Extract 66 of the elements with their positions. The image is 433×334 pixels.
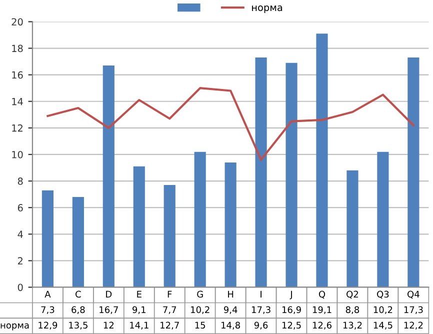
data-label: 13,2: [343, 322, 362, 330]
x-tick-label: A: [44, 290, 51, 298]
bar: [72, 196, 84, 288]
data-label: 8,8: [346, 306, 360, 314]
legend-label: норма: [252, 5, 282, 13]
x-tick-label: F: [168, 290, 172, 298]
data-label: 7,3: [41, 306, 54, 314]
y-tick-label: 2: [18, 257, 22, 264]
x-tick-label: H: [228, 290, 234, 298]
x-tick-label: E: [137, 290, 142, 298]
y-tick-label: 8: [18, 178, 23, 185]
y-tick-label: 0: [18, 284, 23, 292]
line-series: [46, 87, 414, 161]
data-label: 14,8: [222, 322, 240, 330]
x-tick-label: G: [197, 290, 203, 298]
data-label: 7,7: [163, 306, 176, 314]
x-tick-label: Q: [318, 290, 326, 299]
data-label: 17,3: [252, 306, 270, 314]
data-label: 17,3: [404, 306, 423, 314]
data-label: 9,4: [224, 306, 238, 314]
x-tick-label: Q2: [346, 290, 358, 299]
x-tick-label: J: [290, 290, 292, 300]
bar: [316, 34, 328, 288]
data-label: 9,1: [132, 306, 146, 314]
data-label: 16,7: [100, 306, 118, 314]
x-tick-label: Q3: [377, 290, 389, 299]
data-label: 15: [195, 322, 206, 329]
data-label: 6,8: [72, 306, 85, 314]
data-label: 14,1: [130, 322, 148, 330]
y-tick-label: 18: [12, 44, 23, 52]
y-tick-label: 12: [12, 124, 22, 132]
data-label: 12,7: [160, 322, 179, 330]
x-tick-label: I: [260, 290, 262, 298]
data-label: 19,1: [312, 306, 332, 314]
y-tick-label: 14: [12, 98, 23, 106]
bar: [164, 185, 176, 288]
data-label: 10,2: [374, 306, 392, 314]
bar: [346, 170, 358, 288]
x-tick-label: C: [76, 290, 81, 298]
y-tick-label: 16: [12, 71, 23, 79]
data-label: 12,2: [404, 322, 423, 330]
data-label: 13,5: [69, 322, 88, 330]
x-tick-label: Q4: [408, 290, 420, 299]
y-tick-label: 10: [12, 150, 23, 158]
x-tick-label: D: [106, 290, 112, 298]
data-label: 14,5: [374, 322, 392, 330]
bar: [377, 152, 389, 288]
text: норма: [0, 323, 29, 330]
bar: [255, 58, 267, 288]
y-tick-label: 6: [18, 204, 23, 212]
data-label: 12: [104, 322, 114, 328]
bar: [224, 162, 236, 288]
data-label: 12,6: [312, 322, 332, 330]
bar: [408, 58, 420, 288]
data-label: 12,5: [282, 322, 301, 330]
bar: [102, 66, 114, 288]
y-tick-label: 20: [12, 18, 23, 26]
y-tick-label: 4: [18, 230, 23, 238]
bar: [194, 152, 206, 288]
data-label: 9,6: [254, 322, 268, 330]
bar: [42, 190, 54, 288]
data-label: 16,9: [282, 306, 301, 314]
data-label: 12,9: [38, 322, 58, 330]
bar: [133, 166, 145, 288]
data-label: 10,2: [191, 306, 210, 314]
bar: [286, 62, 298, 288]
